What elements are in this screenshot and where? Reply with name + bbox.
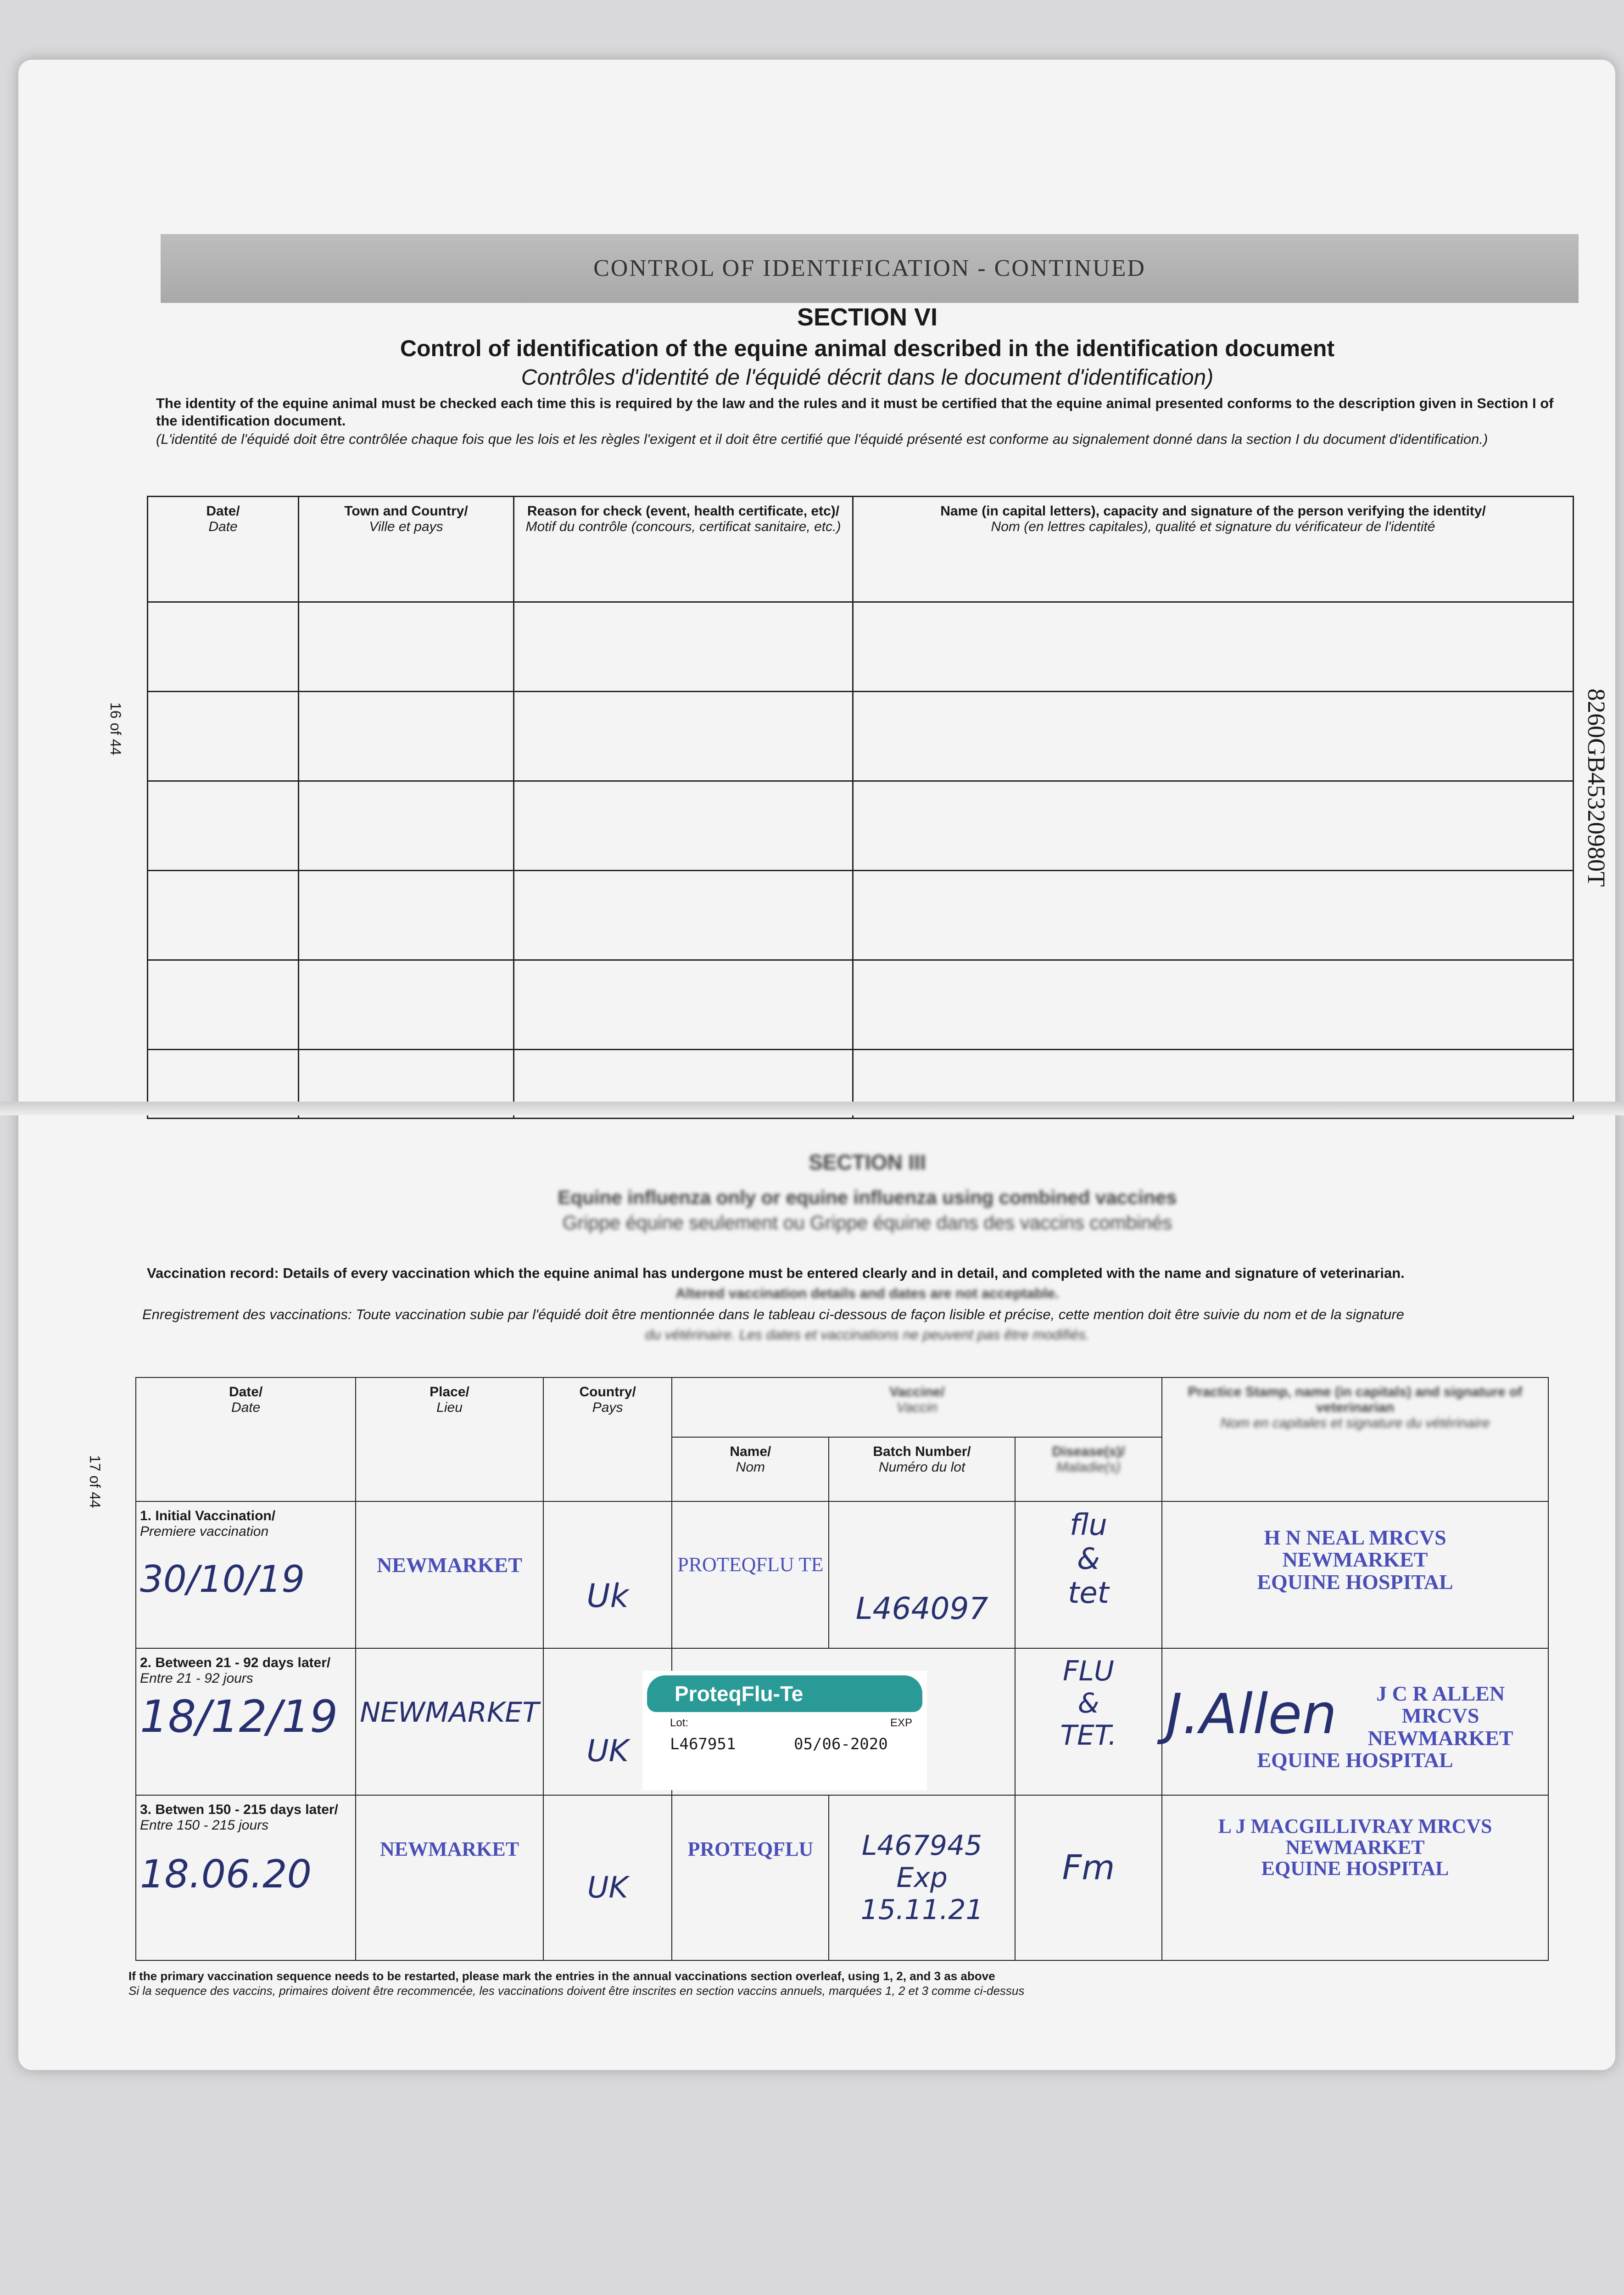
vaccination-table: Date/Date Place/Lieu Country/Pays Vaccin… <box>135 1377 1549 1961</box>
identification-table: Date/Date Town and Country/Ville et pays… <box>147 496 1574 1119</box>
intro-text-fr: (L'identité de l'équidé doit être contrô… <box>156 431 1488 447</box>
footnote: If the primary vaccination sequence need… <box>128 1969 995 1983</box>
lot-number: L467951 <box>670 1735 736 1753</box>
vaccination-record-note: Altered vaccination details and dates ar… <box>675 1285 1059 1301</box>
vaccination-row-3[interactable]: 3. Betwen 150 - 215 days later/Entre 150… <box>135 1795 1549 1961</box>
vet-signature: J.Allen <box>1166 1683 1337 1746</box>
footnote-fr: Si la sequence des vaccins, primaires do… <box>128 1984 1025 1998</box>
vet-stamp: H N NEAL MRCVS NEWMARKET EQUINE HOSPITAL <box>1257 1526 1453 1594</box>
document: CONTROL OF IDENTIFICATION - CONTINUED SE… <box>0 234 1624 1998</box>
table-row[interactable] <box>147 780 1574 871</box>
vet-stamp: J C R ALLEN MRCVS NEWMARKET EQUINE HOSPITA… <box>1257 1682 1513 1772</box>
vaccination-section: SECTION III <box>809 1150 926 1174</box>
passport-id: 8260GB45320980T <box>1583 688 1610 887</box>
page-number-top: 16 of 44 <box>107 702 124 756</box>
page-title-fr: Contrôles d'identité de l'équidé décrit … <box>521 365 1214 390</box>
vaccine-name: ProteqFlu-Te <box>647 1675 922 1712</box>
table-row[interactable] <box>147 870 1574 961</box>
table-row[interactable] <box>147 959 1574 1050</box>
banner-title: CONTROL OF IDENTIFICATION - CONTINUED <box>593 255 1146 281</box>
vet-stamp: L J MACGILLIVRAY MRCVS NEWMARKET EQUINE HO… <box>1218 1815 1492 1880</box>
page-title: Control of identification of the equine … <box>400 336 1335 361</box>
page-number-bottom: 17 of 44 <box>87 1455 103 1508</box>
table-row[interactable] <box>147 601 1574 692</box>
expiry-date: 05/06-2020 <box>794 1735 888 1753</box>
vaccination-title-fr: Grippe équine seulement ou Grippe équine… <box>562 1212 1172 1233</box>
banner: CONTROL OF IDENTIFICATION - CONTINUED <box>161 234 1579 303</box>
table-row[interactable] <box>147 691 1574 782</box>
vaccination-record-note-fr: du vétérinaire. Les dates et vaccination… <box>645 1327 1090 1343</box>
vaccination-record-text-fr: Enregistrement des vaccinations: Toute v… <box>142 1306 1404 1322</box>
vaccine-batch-sticker: ProteqFlu-Te Lot: EXP L467951 05/06-2020 <box>642 1671 927 1790</box>
section-title: SECTION VI <box>797 303 938 331</box>
intro-text: The identity of the equine animal must b… <box>156 395 1554 429</box>
page-fold <box>0 1102 1624 1115</box>
vaccination-title: Equine influenza only or equine influenz… <box>558 1187 1177 1208</box>
vaccination-row-1[interactable]: 1. Initial Vaccination/Premiere vaccinat… <box>135 1501 1549 1649</box>
vaccination-record-text: Vaccination record: Details of every vac… <box>147 1265 1405 1281</box>
